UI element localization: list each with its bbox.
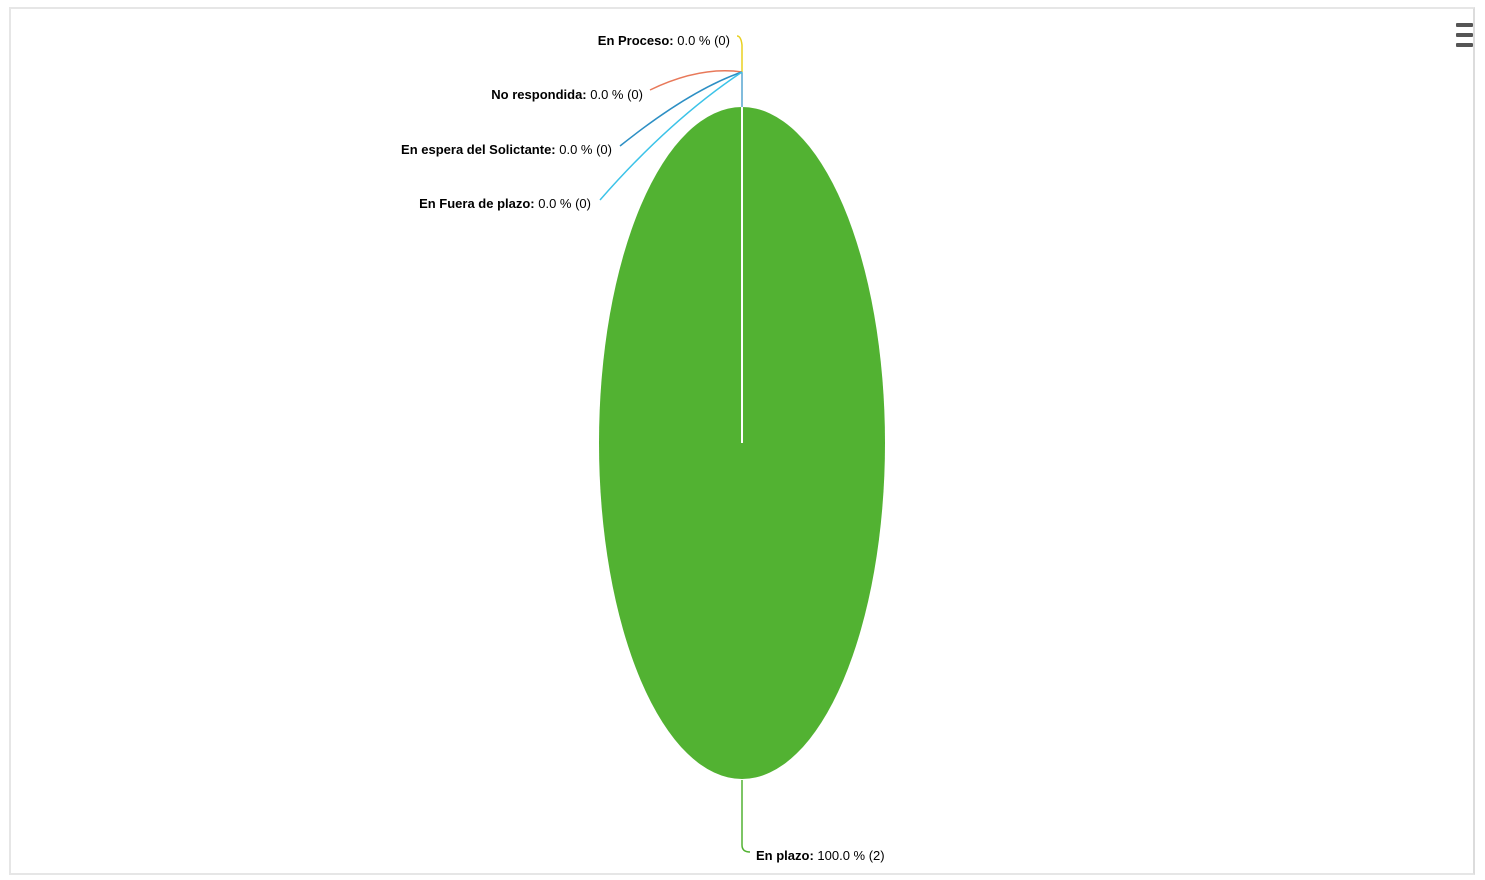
connector-en-fuera-de-plazo xyxy=(599,71,743,201)
data-label-name: En Fuera de plazo: xyxy=(419,196,535,211)
chart-menu-button[interactable] xyxy=(1455,19,1475,51)
data-label-value: 0.0 % (0) xyxy=(587,87,643,102)
connector-no-respondida xyxy=(649,70,743,91)
connector-en-plazo xyxy=(741,780,751,853)
data-label-name: No respondida: xyxy=(491,87,586,102)
data-label-value: 0.0 % (0) xyxy=(674,33,730,48)
data-label-name: En Proceso: xyxy=(598,33,674,48)
label-connectors xyxy=(599,35,751,853)
data-label-value: 100.0 % (2) xyxy=(814,848,885,863)
data-label-en-plazo: En plazo: 100.0 % (2) xyxy=(756,848,885,863)
data-label-en-proceso: En Proceso: 0.0 % (0) xyxy=(598,33,730,48)
data-label-name: En plazo: xyxy=(756,848,814,863)
data-label-en-espera-del-solictante: En espera del Solictante: 0.0 % (0) xyxy=(401,142,612,157)
slice-labels: En plazo: 100.0 % (2) En Proceso: 0.0 % (… xyxy=(401,33,885,863)
data-label-value: 0.0 % (0) xyxy=(556,142,612,157)
data-label-en-fuera-de-plazo: En Fuera de plazo: 0.0 % (0) xyxy=(419,196,591,211)
data-label-name: En espera del Solictante: xyxy=(401,142,556,157)
pie-slices xyxy=(599,107,885,779)
data-label-value: 0.0 % (0) xyxy=(535,196,591,211)
data-label-no-respondida: No respondida: 0.0 % (0) xyxy=(491,87,643,102)
connector-en-proceso xyxy=(736,35,743,72)
connector-en-espera-del-solictante xyxy=(619,71,743,147)
